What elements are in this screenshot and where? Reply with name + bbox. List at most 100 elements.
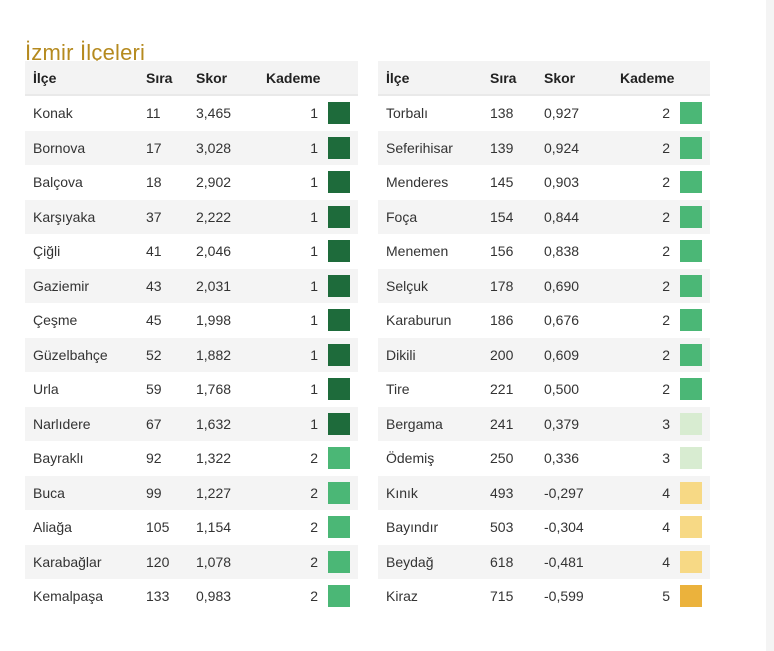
district-rank: 52 [146, 337, 196, 372]
table-row: Foça 154 0,844 2 [378, 199, 710, 234]
district-rank: 503 [490, 510, 544, 545]
district-tier: 2 [620, 234, 680, 269]
scrollbar-track[interactable] [766, 0, 774, 651]
district-score: 1,768 [196, 372, 266, 407]
district-score: 1,154 [196, 510, 266, 545]
district-rank: 41 [146, 234, 196, 269]
district-score: 0,927 [544, 95, 620, 131]
district-score: 2,222 [196, 199, 266, 234]
tier-color-swatch [680, 136, 702, 159]
district-name: Kiraz [378, 579, 490, 614]
tier-swatch-cell [328, 234, 358, 269]
district-name: Beydağ [378, 544, 490, 579]
district-name: Kınık [378, 475, 490, 510]
district-name: Bayındır [378, 510, 490, 545]
tier-swatch-cell [680, 165, 710, 200]
district-rank: 178 [490, 268, 544, 303]
district-tier: 4 [620, 544, 680, 579]
district-name: Kemalpaşa [25, 579, 146, 614]
tier-swatch-cell [328, 372, 358, 407]
district-rank: 37 [146, 199, 196, 234]
table-row: Buca 99 1,227 2 [25, 475, 358, 510]
district-rank: 139 [490, 130, 544, 165]
district-name: Balçova [25, 165, 146, 200]
column-header-score[interactable]: Skor [196, 61, 266, 96]
tier-swatch-cell [680, 337, 710, 372]
district-score: 1,078 [196, 544, 266, 579]
table-header-row: İlçe Sıra Skor Kademe [378, 61, 710, 96]
district-score: 3,028 [196, 130, 266, 165]
district-score: 2,031 [196, 268, 266, 303]
tier-color-swatch [680, 309, 702, 332]
district-tier: 2 [620, 372, 680, 407]
column-header-rank[interactable]: Sıra [490, 61, 544, 96]
tier-swatch-cell [328, 510, 358, 545]
tier-color-swatch [328, 447, 350, 470]
tier-color-swatch [328, 378, 350, 401]
district-rank: 99 [146, 475, 196, 510]
tier-swatch-cell [680, 510, 710, 545]
tier-color-swatch [328, 136, 350, 159]
tier-color-swatch [680, 102, 702, 125]
tier-color-swatch [328, 274, 350, 297]
table-row: Narlıdere 67 1,632 1 [25, 406, 358, 441]
table-row: Dikili 200 0,609 2 [378, 337, 710, 372]
district-name: Ödemiş [378, 441, 490, 476]
tier-swatch-cell [328, 579, 358, 614]
column-header-name[interactable]: İlçe [25, 61, 146, 96]
district-rank: 43 [146, 268, 196, 303]
district-name: Menderes [378, 165, 490, 200]
district-rank: 241 [490, 406, 544, 441]
column-header-name[interactable]: İlçe [378, 61, 490, 96]
column-header-tier[interactable]: Kademe [266, 61, 358, 96]
district-name: Karaburun [378, 303, 490, 338]
tier-swatch-cell [328, 268, 358, 303]
tier-swatch-cell [680, 579, 710, 614]
district-name: Gaziemir [25, 268, 146, 303]
district-name: Karabağlar [25, 544, 146, 579]
table-row: Aliağa 105 1,154 2 [25, 510, 358, 545]
table-row: Ödemiş 250 0,336 3 [378, 441, 710, 476]
district-rank: 105 [146, 510, 196, 545]
table-row: Balçova 18 2,902 1 [25, 165, 358, 200]
tier-swatch-cell [680, 234, 710, 269]
column-header-tier[interactable]: Kademe [620, 61, 710, 96]
column-header-rank[interactable]: Sıra [146, 61, 196, 96]
district-tier: 2 [620, 268, 680, 303]
district-tier: 2 [620, 199, 680, 234]
district-rank: 186 [490, 303, 544, 338]
district-name: Seferihisar [378, 130, 490, 165]
district-name: Güzelbahçe [25, 337, 146, 372]
tier-color-swatch [328, 585, 350, 608]
table-row: Tire 221 0,500 2 [378, 372, 710, 407]
column-header-score[interactable]: Skor [544, 61, 620, 96]
district-score: 0,336 [544, 441, 620, 476]
district-rank: 618 [490, 544, 544, 579]
district-tier: 1 [266, 268, 328, 303]
tier-swatch-cell [328, 95, 358, 131]
district-tier: 2 [620, 303, 680, 338]
district-score: 0,690 [544, 268, 620, 303]
tier-swatch-cell [680, 268, 710, 303]
table-row: Karabağlar 120 1,078 2 [25, 544, 358, 579]
district-name: Çiğli [25, 234, 146, 269]
district-tier: 2 [266, 475, 328, 510]
tier-color-swatch [328, 516, 350, 539]
district-tier: 1 [266, 372, 328, 407]
district-name: Buca [25, 475, 146, 510]
tier-color-swatch [328, 481, 350, 504]
table-row: Konak 11 3,465 1 [25, 95, 358, 131]
district-tier: 4 [620, 475, 680, 510]
district-tier: 1 [266, 234, 328, 269]
district-tier: 2 [620, 337, 680, 372]
district-name: Urla [25, 372, 146, 407]
tier-color-swatch [680, 205, 702, 228]
table-row: Bornova 17 3,028 1 [25, 130, 358, 165]
district-rank: 59 [146, 372, 196, 407]
district-tier: 2 [620, 165, 680, 200]
district-tier: 1 [266, 303, 328, 338]
district-tier: 1 [266, 199, 328, 234]
district-tier: 2 [620, 95, 680, 131]
tier-color-swatch [680, 378, 702, 401]
tier-swatch-cell [328, 475, 358, 510]
